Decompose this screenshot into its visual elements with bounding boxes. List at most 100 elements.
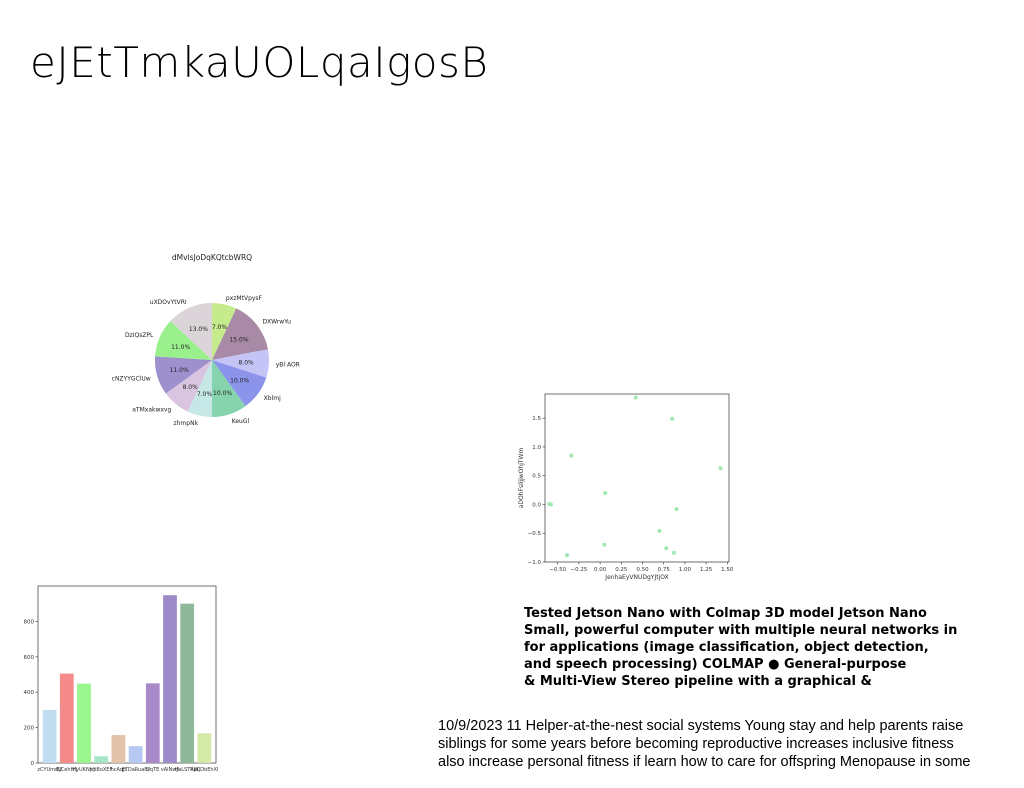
scatter-x-tick-label: 1.25 (700, 567, 713, 573)
bold-paragraph-line: Tested Jetson Nano with Colmap 3D model … (524, 606, 927, 621)
pie-slice (165, 360, 212, 412)
scatter-y-tick-label: 0.0 (532, 502, 541, 508)
scatter-x-tick-label: 1.00 (679, 567, 692, 573)
bar-y-tick-label: 800 (24, 619, 35, 625)
pie-slice (212, 308, 268, 360)
pie-slice (155, 356, 212, 394)
body-paragraph-line: also increase personal fitness if learn … (438, 754, 971, 770)
scatter-y-tick-label: −0.5 (528, 531, 542, 537)
pie-slice-label: cNZYYGClUw (112, 375, 151, 382)
bar-category-label: vAlNwJl (161, 767, 179, 773)
pie-slice-label: DzIQsZPL (125, 332, 154, 339)
bar-y-tick-label: 0 (31, 761, 35, 767)
pie-percent-label: 8.0% (239, 360, 255, 367)
scatter-x-tick-label: 1.50 (721, 567, 734, 573)
bar-category-label: hpCDbEhXI (190, 767, 218, 773)
bar-y-tick-label: 600 (24, 655, 35, 661)
bold-paragraph-line: for applications (image classification, … (524, 640, 929, 655)
pie-percent-label: 15.0% (229, 337, 248, 344)
pie-percent-label: 7.0% (212, 324, 228, 331)
scatter-point (565, 553, 570, 558)
bar-category-label: HyUKNyY (72, 767, 96, 773)
pie-percent-label: 10.0% (230, 378, 249, 385)
pie-slice (212, 360, 246, 417)
bar-y-tick-label: 400 (24, 690, 35, 696)
bar (94, 756, 109, 763)
scatter-point (602, 542, 607, 547)
bar-category-label: hcAqp (111, 767, 127, 773)
pie-slice (212, 360, 267, 407)
pie-percent-label: 13.0% (189, 326, 208, 333)
pie-slice (187, 360, 212, 417)
pie-slice (155, 320, 212, 360)
scatter-y-tick-label: −1.0 (528, 560, 542, 566)
bar-category-label: zCYUmdU (37, 767, 62, 773)
bar (180, 603, 195, 763)
bar-y-tick-label: 200 (24, 726, 35, 732)
scatter-chart: −0.50 −0.25 0.00 0.25 0.50 0.75 1.00 1.25 1.50 −1… (518, 393, 734, 581)
pie-chart: dMvlsJoDqKQtcbWRQ 7.0% pxzMtVpysF 15.0% DXWr… (112, 253, 300, 427)
bar (42, 709, 57, 763)
page-title: eJEtTmkaUOLqaIgosB (30, 38, 489, 87)
bar (77, 683, 91, 763)
bar (163, 595, 177, 763)
scatter-y-tick-label: 0.5 (532, 474, 541, 480)
pie-slice-label: zhmpNk (173, 420, 198, 427)
scatter-x-tick-label: 0.75 (658, 567, 671, 573)
scatter-x-tick-label: 0.25 (615, 567, 628, 573)
scatter-x-tick-label: −0.50 (549, 567, 566, 573)
scatter-point (657, 528, 662, 533)
bar-category-label: FTDaRuaBI (122, 767, 149, 773)
scatter-point (674, 507, 679, 512)
scatter-y-label: aDOhFslijjwOhjTWm (518, 448, 525, 509)
bold-paragraph-line: Small, powerful computer with multiple n… (524, 623, 958, 638)
bar (197, 733, 212, 763)
bold-paragraph-line: and speech processing) COLMAP ● General-… (524, 657, 907, 672)
pie-slice (170, 303, 212, 360)
scatter-x-tick-label: −0.25 (570, 567, 587, 573)
bar-plot-area (37, 585, 217, 764)
pie-percent-label: 10.0% (213, 390, 232, 397)
scatter-x-label: JenhaEyVNUDgYJtjOX (604, 574, 668, 581)
pie-slice (212, 303, 237, 360)
pie-slice (212, 349, 269, 378)
pie-percent-label: 7.0% (197, 391, 213, 398)
pie-slice-label: DXWrwYu (262, 318, 291, 325)
pie-slice-label: pxzMtVpysF (226, 295, 263, 302)
bar (128, 746, 143, 763)
pie-slice-label: uXDOvYtVRI (150, 299, 187, 306)
pie-slice-label: Xblmj (264, 395, 281, 402)
pie-slice-label: KeuGl (232, 418, 250, 425)
bar-category-label: HaLSTRWj (174, 767, 199, 773)
bar-chart: 0 200 400 600 800 zCYUmdUEJCehHfjHyUKNyYhpBoX… (24, 585, 218, 773)
bold-paragraph-line: & Multi-View Stereo pipeline with a grap… (524, 674, 872, 689)
scatter-point (548, 502, 553, 507)
pie-percent-label: 11.0% (171, 344, 190, 351)
scatter-y-tick-label: 1.5 (532, 416, 541, 422)
body-paragraph-line: 10/9/2023 11 Helper-at-the-nest social s… (438, 718, 964, 734)
scatter-point (718, 466, 723, 471)
scatter-point (569, 453, 574, 458)
scatter-x-tick-label: 0.00 (594, 567, 607, 573)
scatter-point (603, 490, 608, 495)
bar-category-label: UqTE (146, 767, 159, 773)
pie-slice-label: aTMxakwxvg (132, 407, 171, 414)
pie-percent-label: 11.0% (170, 367, 189, 374)
bar (111, 735, 126, 763)
scatter-plot-area (544, 393, 730, 563)
body-paragraph-line: siblings for some years before becoming … (438, 736, 954, 752)
scatter-x-tick-label: 0.50 (636, 567, 649, 573)
body-paragraph: 10/9/2023 11 Helper-at-the-nest social s… (438, 717, 1024, 771)
bar (59, 673, 74, 763)
pie-title: dMvlsJoDqKQtcbWRQ (172, 253, 252, 262)
bar-category-label: hpBoXEF (90, 767, 112, 773)
pie-percent-label: 8.0% (183, 384, 199, 391)
pie-slice-label: yBl AOR (276, 362, 300, 369)
bold-paragraph: Tested Jetson Nano with Colmap 3D model … (524, 605, 1019, 690)
scatter-point (670, 416, 675, 421)
scatter-point (664, 546, 669, 551)
bar-category-label: EJCehHfj (56, 767, 77, 773)
scatter-y-tick-label: 1.0 (532, 445, 541, 451)
bar (145, 683, 160, 763)
scatter-point (633, 395, 638, 400)
